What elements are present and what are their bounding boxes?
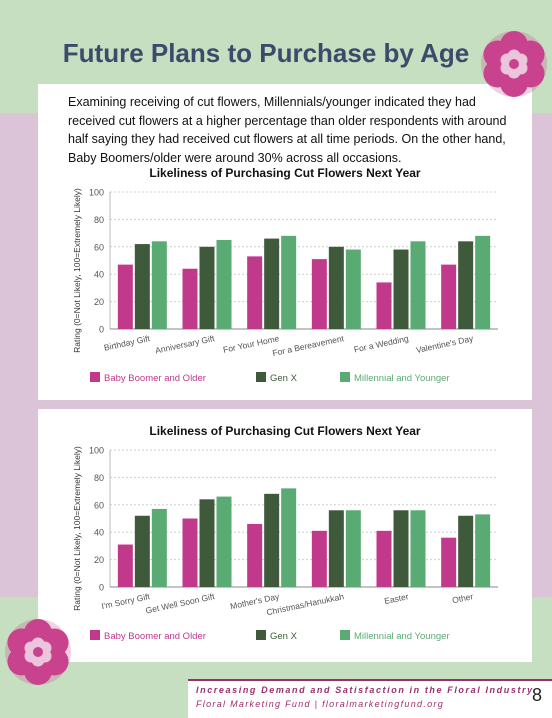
bar-4-0	[376, 530, 392, 587]
y-tick-label: 80	[94, 473, 104, 483]
legend-swatch-0	[90, 630, 100, 640]
legend-label-1: Gen X	[270, 631, 298, 642]
bar-3-0	[311, 259, 327, 329]
bar-5-0	[441, 264, 457, 329]
bar-1-2	[216, 239, 232, 329]
bar-4-2	[410, 510, 426, 587]
bar-0-0	[117, 264, 133, 329]
y-axis-label: Rating (0=Not Likely, 100=Extremely Like…	[72, 188, 82, 353]
x-tick-label: Other	[451, 591, 474, 605]
legend-swatch-0	[90, 372, 100, 382]
chart-title: Likeliness of Purchasing Cut Flowers Nex…	[149, 424, 421, 438]
bar-2-0	[247, 256, 263, 329]
bar-0-2	[151, 508, 167, 587]
footer-tagline: Increasing Demand and Satisfaction in th…	[196, 685, 534, 695]
y-tick-label: 60	[94, 242, 104, 252]
legend-label-1: Gen X	[270, 373, 298, 384]
y-tick-label: 60	[94, 500, 104, 510]
legend-label-2: Millennial and Younger	[354, 631, 450, 642]
bar-4-1	[393, 249, 409, 329]
bar-2-1	[264, 493, 280, 587]
bar-5-1	[458, 515, 474, 587]
bar-2-2	[281, 235, 297, 329]
footer-org: Floral Marketing Fund | floralmarketingf…	[196, 699, 445, 709]
bar-0-2	[151, 241, 167, 329]
y-tick-label: 0	[99, 325, 104, 335]
bar-0-0	[117, 544, 133, 587]
y-tick-label: 20	[94, 555, 104, 565]
bar-3-1	[328, 510, 344, 587]
bar-2-2	[281, 488, 297, 587]
chart-title: Likeliness of Purchasing Cut Flowers Nex…	[149, 166, 421, 180]
bar-2-0	[247, 523, 263, 587]
chart-occasions-1: Likeliness of Purchasing Cut Flowers Nex…	[72, 166, 498, 384]
legend-swatch-2	[340, 372, 350, 382]
bar-1-0	[182, 518, 198, 587]
legend-swatch-1	[256, 630, 266, 640]
bar-1-2	[216, 496, 232, 587]
bar-1-0	[182, 268, 198, 329]
footer: Increasing Demand and Satisfaction in th…	[188, 679, 552, 718]
bar-0-1	[134, 515, 150, 587]
bar-2-1	[264, 238, 280, 329]
legend-label-2: Millennial and Younger	[354, 373, 450, 384]
legend-label-0: Baby Boomer and Older	[104, 631, 206, 642]
flower-top-right-icon	[481, 31, 547, 97]
x-tick-label: I'm Sorry Gift	[100, 591, 151, 611]
x-tick-label: Anniversary Gift	[154, 333, 216, 355]
bar-4-0	[376, 282, 392, 329]
y-axis-label: Rating (0=Not Likely, 100=Extremely Like…	[72, 446, 82, 611]
page-number: 8	[531, 685, 542, 705]
bar-1-1	[199, 246, 215, 329]
y-tick-label: 80	[94, 215, 104, 225]
flower-bottom-left-icon	[5, 619, 71, 685]
bar-1-1	[199, 499, 215, 587]
intro-paragraph: Examining receiving of cut flowers, Mill…	[68, 95, 507, 165]
bar-4-1	[393, 510, 409, 587]
bar-0-1	[134, 244, 150, 329]
y-tick-label: 100	[89, 188, 104, 198]
x-tick-label: Get Well Soon Gift	[145, 591, 216, 616]
bar-5-2	[475, 514, 491, 587]
bar-5-0	[441, 537, 457, 587]
bar-5-1	[458, 241, 474, 329]
bar-4-2	[410, 241, 426, 329]
y-tick-label: 40	[94, 528, 104, 538]
y-tick-label: 20	[94, 297, 104, 307]
x-tick-label: For a Bereavement	[271, 333, 345, 358]
x-tick-label: Valentine's Day	[415, 333, 475, 355]
bar-5-2	[475, 235, 491, 329]
bar-3-0	[311, 530, 327, 587]
x-tick-label: Easter	[383, 591, 409, 606]
y-tick-label: 100	[89, 446, 104, 456]
legend-label-0: Baby Boomer and Older	[104, 373, 206, 384]
chart-occasions-2: Likeliness of Purchasing Cut Flowers Nex…	[72, 424, 498, 642]
y-tick-label: 0	[99, 583, 104, 593]
y-tick-label: 40	[94, 270, 104, 280]
bar-3-2	[345, 249, 361, 329]
page-title: Future Plans to Purchase by Age	[62, 38, 470, 68]
legend-swatch-1	[256, 372, 266, 382]
bar-3-2	[345, 510, 361, 587]
x-tick-label: Birthday Gift	[103, 333, 151, 353]
x-tick-label: For a Wedding	[353, 333, 410, 354]
bar-3-1	[328, 246, 344, 329]
legend-swatch-2	[340, 630, 350, 640]
